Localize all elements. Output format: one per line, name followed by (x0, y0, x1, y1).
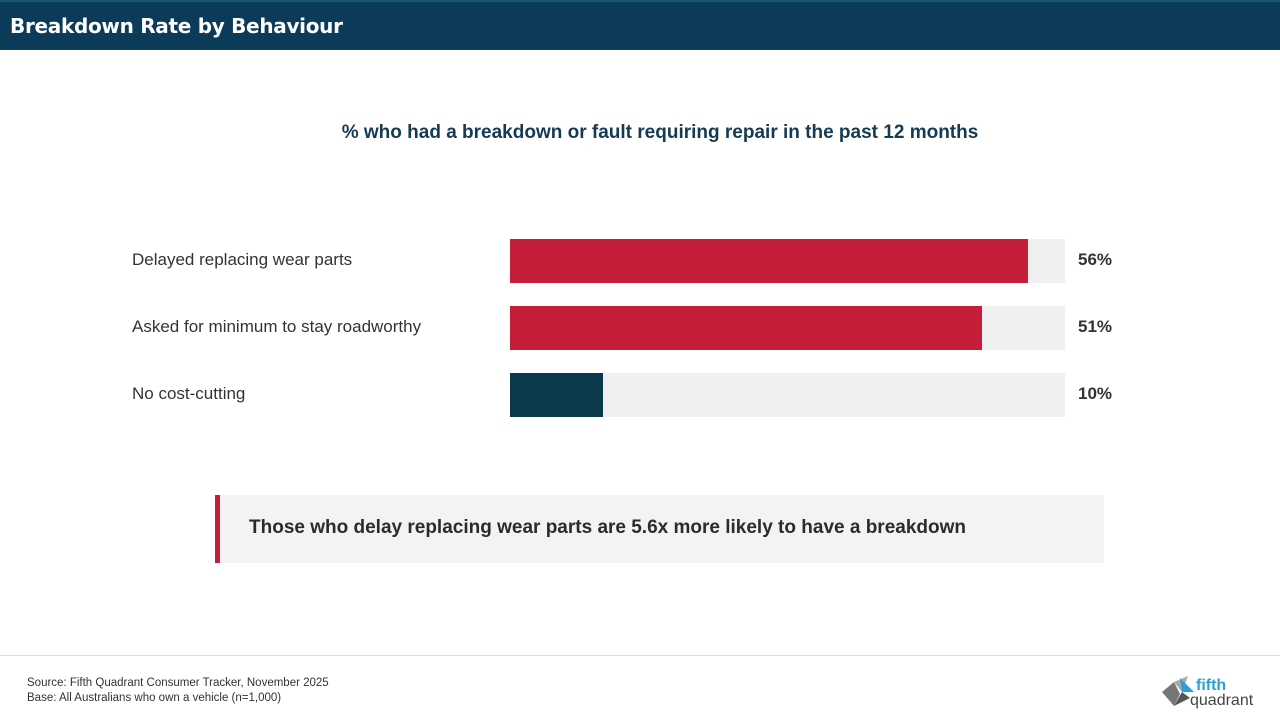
bar (510, 373, 603, 417)
bar (510, 306, 982, 350)
footer-divider (0, 655, 1280, 656)
bar-track (510, 373, 1065, 417)
value-label: 51% (1078, 317, 1113, 336)
value-label: 10% (1078, 384, 1113, 403)
callout-box: Those who delay replacing wear parts are… (215, 495, 1104, 563)
fifth-quadrant-logo: fifth quadrant (1162, 676, 1254, 709)
value-label: 56% (1078, 250, 1113, 269)
chart-title: % who had a breakdown or fault requiring… (341, 122, 979, 143)
svg-text:quadrant: quadrant (1190, 692, 1254, 709)
callout-text: Those who delay replacing wear parts are… (249, 517, 966, 538)
bar-track (510, 306, 1065, 350)
base-note: Base: All Australians who own a vehicle … (27, 692, 282, 704)
bar-track (510, 239, 1065, 283)
page-title: Breakdown Rate by Behaviour (10, 14, 343, 38)
category-label: Asked for minimum to stay roadworthy (132, 317, 422, 336)
bar (510, 239, 1028, 283)
svg-text:fifth: fifth (1196, 677, 1226, 694)
category-label: No cost-cutting (132, 384, 246, 403)
category-label: Delayed replacing wear parts (132, 250, 353, 269)
source-note: Source: Fifth Quadrant Consumer Tracker,… (27, 677, 329, 689)
header-bar: Breakdown Rate by Behaviour (0, 0, 1280, 50)
